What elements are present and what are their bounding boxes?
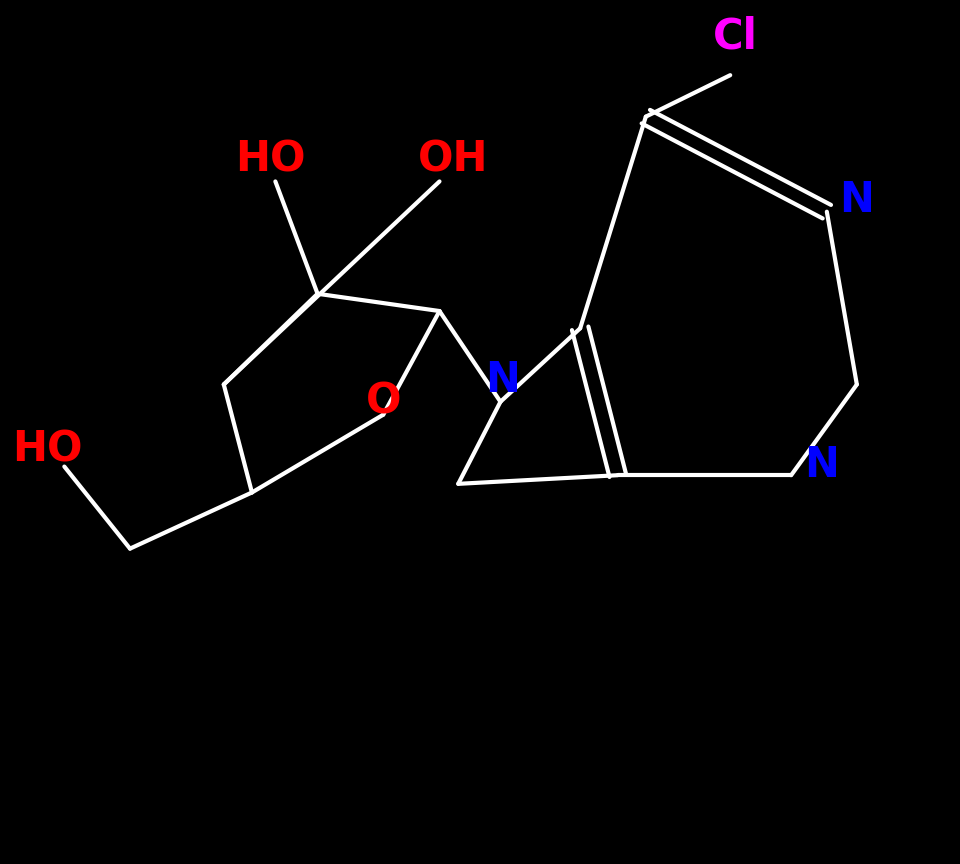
Text: N: N (804, 444, 839, 486)
Text: N: N (485, 359, 519, 401)
Text: HO: HO (235, 139, 306, 181)
Text: OH: OH (419, 139, 489, 181)
Text: N: N (839, 180, 875, 221)
Text: Cl: Cl (712, 16, 757, 57)
Text: O: O (366, 381, 401, 422)
Text: HO: HO (12, 429, 84, 470)
